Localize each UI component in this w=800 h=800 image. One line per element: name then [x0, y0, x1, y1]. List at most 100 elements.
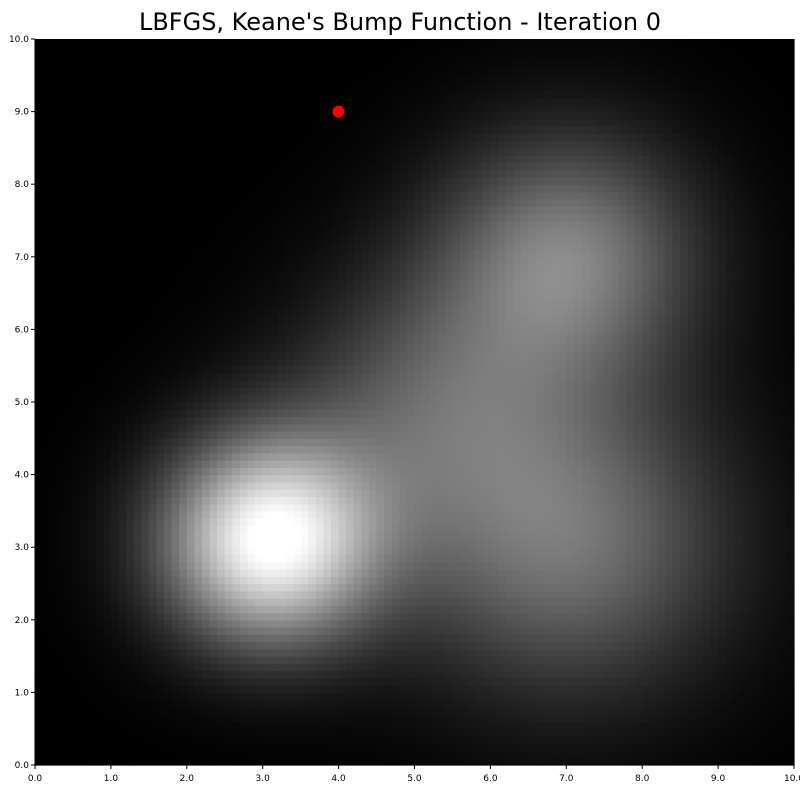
- heatmap-cell: [331, 205, 340, 214]
- heatmap-cell: [110, 322, 120, 330]
- heatmap-cell: [270, 329, 279, 338]
- heatmap-cell: [72, 561, 82, 570]
- heatmap-cell: [186, 372, 195, 381]
- heatmap-cell: [331, 728, 340, 737]
- heatmap-cell: [239, 358, 249, 367]
- heatmap-cell: [308, 568, 317, 577]
- heatmap-cell: [368, 750, 378, 759]
- heatmap-cell: [384, 387, 393, 396]
- heatmap-cell: [103, 89, 112, 98]
- heatmap-cell: [126, 227, 135, 236]
- heatmap-cell: [308, 634, 317, 643]
- heatmap-cell: [315, 46, 325, 55]
- heatmap-cell: [118, 539, 127, 548]
- heatmap-cell: [171, 547, 180, 556]
- heatmap-cell: [391, 743, 400, 752]
- heatmap-cell: [65, 598, 74, 606]
- heatmap-cell: [57, 256, 66, 265]
- heatmap-cell: [80, 721, 89, 730]
- heatmap-cell: [315, 104, 325, 113]
- heatmap-cell: [346, 46, 355, 55]
- heatmap-cell: [148, 757, 158, 766]
- heatmap-cell: [65, 641, 74, 650]
- heatmap-cell: [361, 590, 370, 599]
- heatmap-cell: [217, 641, 226, 650]
- heatmap-cell: [186, 176, 195, 185]
- heatmap-cell: [346, 423, 355, 432]
- heatmap-cell: [338, 634, 347, 643]
- heatmap-cell: [88, 169, 97, 178]
- heatmap-cell: [126, 249, 135, 258]
- heatmap-cell: [209, 539, 218, 548]
- heatmap-cell: [57, 191, 66, 200]
- heatmap-cell: [277, 568, 287, 577]
- heatmap-cell: [262, 82, 271, 91]
- heatmap-cell: [103, 663, 112, 672]
- heatmap-cell: [300, 677, 309, 686]
- heatmap-cell: [239, 539, 249, 548]
- heatmap-cell: [201, 735, 211, 744]
- heatmap-cell: [141, 351, 150, 360]
- heatmap-cell: [65, 300, 74, 309]
- heatmap-cell: [65, 184, 74, 193]
- heatmap-cell: [133, 147, 142, 156]
- heatmap-cell: [300, 271, 309, 280]
- heatmap-cell: [338, 184, 347, 193]
- heatmap-cell: [209, 126, 218, 134]
- heatmap-cell: [262, 198, 271, 207]
- heatmap-cell: [285, 68, 294, 76]
- heatmap-cell: [323, 685, 332, 693]
- heatmap-cell: [368, 554, 378, 563]
- heatmap-cell: [361, 307, 370, 316]
- heatmap-cell: [42, 97, 51, 105]
- heatmap-cell: [201, 372, 211, 381]
- heatmap-cell: [186, 147, 195, 156]
- heatmap-cell: [277, 68, 287, 76]
- heatmap-cell: [285, 227, 294, 236]
- heatmap-cell: [255, 314, 264, 323]
- heatmap-cell: [65, 46, 74, 55]
- heatmap-cell: [141, 46, 150, 55]
- heatmap-cell: [406, 249, 416, 258]
- heatmap-cell: [315, 89, 325, 98]
- heatmap-cell: [391, 293, 400, 301]
- heatmap-cell: [262, 583, 271, 592]
- heatmap-cell: [331, 583, 340, 592]
- heatmap-cell: [209, 474, 218, 483]
- heatmap-cell: [95, 394, 104, 403]
- heatmap-cell: [406, 539, 416, 548]
- heatmap-cell: [148, 213, 158, 222]
- heatmap-cell: [255, 743, 264, 752]
- heatmap-cell: [346, 670, 355, 679]
- heatmap-cell: [103, 525, 112, 534]
- heatmap-cell: [285, 111, 294, 120]
- heatmap-cell: [315, 293, 325, 301]
- heatmap-cell: [399, 104, 408, 113]
- heatmap-cell: [331, 227, 340, 236]
- heatmap-cell: [103, 539, 112, 548]
- heatmap-cell: [308, 140, 317, 149]
- heatmap-cell: [293, 307, 302, 316]
- heatmap-cell: [384, 423, 393, 432]
- heatmap-cell: [171, 126, 180, 134]
- heatmap-cell: [277, 285, 287, 294]
- heatmap-cell: [171, 699, 180, 708]
- heatmap-cell: [300, 227, 309, 236]
- heatmap-cell: [72, 510, 82, 519]
- heatmap-cell: [368, 402, 378, 410]
- heatmap-cell: [209, 271, 218, 280]
- heatmap-cell: [353, 60, 362, 69]
- heatmap-cell: [72, 721, 82, 730]
- heatmap-cell: [110, 431, 120, 439]
- heatmap-cell: [171, 445, 180, 454]
- heatmap-cell: [110, 39, 120, 47]
- heatmap-cell: [300, 605, 309, 614]
- heatmap-cell: [118, 460, 127, 468]
- heatmap-cell: [255, 118, 264, 127]
- heatmap-cell: [331, 445, 340, 454]
- heatmap-cell: [201, 264, 211, 272]
- heatmap-cell: [57, 82, 66, 91]
- heatmap-cell: [315, 372, 325, 381]
- heatmap-cell: [270, 452, 279, 461]
- heatmap-cell: [179, 293, 188, 301]
